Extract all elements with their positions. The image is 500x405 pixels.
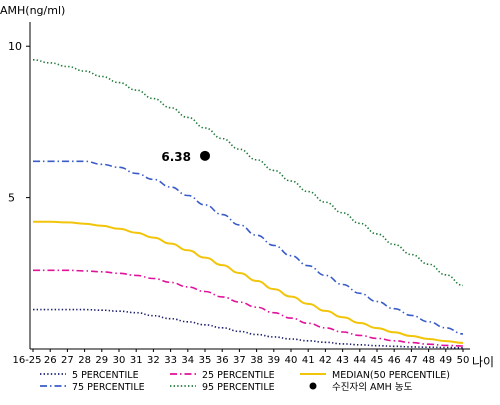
legend: 5 PERCENTILE 25 PERCENTILE MEDIAN(50 PERCE… xyxy=(40,370,450,393)
x-ticks: 16-25 26 27 28 29 30 31 32 33 34 35 36 37 38 39 40 41 42 4… xyxy=(12,349,469,366)
x-tick-label: 33 xyxy=(164,355,177,366)
legend-label: MEDIAN(50 PERCENTILE) xyxy=(332,370,450,381)
x-tick-label: 36 xyxy=(216,355,229,366)
amh-marker-value-label: 6.38 xyxy=(161,150,191,164)
x-tick-label: 42 xyxy=(319,355,332,366)
legend-label: 95 PERCENTILE xyxy=(202,382,275,393)
series-line-75-percentile xyxy=(33,160,464,335)
x-tick-label: 40 xyxy=(285,355,298,366)
x-tick-label: 27 xyxy=(61,355,74,366)
series-line-5-percentile xyxy=(32,308,464,349)
x-tick-label: 35 xyxy=(199,355,212,366)
x-tick-label: 28 xyxy=(78,355,91,366)
x-tick-label: 37 xyxy=(233,355,246,366)
amh-marker-point xyxy=(200,150,210,161)
y-tick-label: 10 xyxy=(8,40,22,53)
x-tick-label: 30 xyxy=(113,355,126,366)
x-tick-label: 44 xyxy=(353,355,366,366)
x-tick-label: 31 xyxy=(130,355,143,366)
x-tick-label: 26 xyxy=(44,355,57,366)
x-tick-label: 49 xyxy=(439,355,452,366)
marker-layer: 6.38 xyxy=(161,150,210,164)
y-ticks: 10 5 xyxy=(8,40,30,205)
x-tick-label: 46 xyxy=(388,355,401,366)
x-tick-label: 47 xyxy=(405,355,418,366)
legend-marker-label: 수진자의 AMH 농도 xyxy=(332,382,413,393)
x-tick-label: 32 xyxy=(147,355,160,366)
y-axis-label: AMH(ng/ml) xyxy=(0,4,65,17)
x-axis-label: 나이 xyxy=(472,355,494,369)
legend-label: 25 PERCENTILE xyxy=(202,370,275,381)
x-tick-label: 48 xyxy=(422,355,435,366)
series-line-25-percentile xyxy=(32,269,464,347)
x-tick-label: 34 xyxy=(181,355,194,366)
x-tick-label: 38 xyxy=(250,355,263,366)
x-tick-label: 41 xyxy=(302,355,315,366)
legend-label: 5 PERCENTILE xyxy=(72,370,139,381)
legend-marker-swatch xyxy=(309,382,317,390)
x-tick-label: 16-25 xyxy=(12,355,41,366)
x-tick-label: 45 xyxy=(371,355,384,366)
legend-label: 75 PERCENTILE xyxy=(72,382,145,393)
x-tick-label: 43 xyxy=(336,355,349,366)
series-line-median-50-percentile xyxy=(33,220,464,344)
x-tick-label: 50 xyxy=(457,355,470,366)
x-tick-label: 39 xyxy=(267,355,280,366)
x-tick-label: 29 xyxy=(95,355,108,366)
series-layer xyxy=(32,59,464,349)
y-tick-label: 5 xyxy=(8,192,15,205)
series-line-95-percentile xyxy=(32,59,464,287)
